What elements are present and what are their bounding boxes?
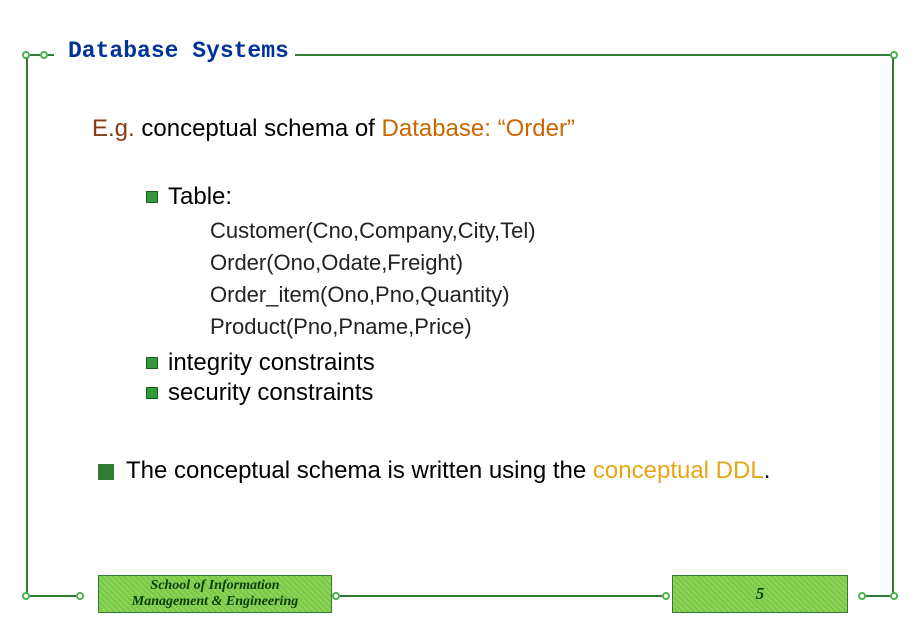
bullet-text: Table: (168, 183, 232, 211)
decor-circle-icon (76, 592, 84, 600)
table-row: Product(Pno,Pname,Price) (210, 311, 850, 343)
square-bullet-icon (146, 191, 158, 203)
decor-line (282, 54, 890, 56)
main-pre: The conceptual schema is written using t… (126, 457, 593, 484)
bullet-text: integrity constraints (168, 349, 375, 377)
left-border (26, 58, 28, 595)
footer-dept-line2: Management & Engineering (132, 594, 298, 610)
content-area: E.g. conceptual schema of Database: “Ord… (92, 115, 850, 485)
eg-db: Database: “Order” (382, 115, 575, 142)
decor-circle-icon (332, 592, 340, 600)
bullet-security: security constraints (146, 379, 850, 407)
decor-line (30, 54, 40, 56)
page-number: 5 (756, 584, 765, 604)
decor-circle-icon (662, 592, 670, 600)
decor-line (866, 595, 890, 597)
decor-circle-icon (40, 51, 48, 59)
decor-circle-icon (858, 592, 866, 600)
footer-dept-line1: School of Information (150, 578, 279, 594)
bullet-integrity: integrity constraints (146, 349, 850, 377)
right-border (892, 58, 894, 595)
table-row: Customer(Cno,Company,City,Tel) (210, 215, 850, 247)
bullet-text: security constraints (168, 379, 373, 407)
table-definitions: Customer(Cno,Company,City,Tel) Order(Ono… (210, 215, 850, 343)
decor-circle-icon (890, 592, 898, 600)
main-highlight: conceptual DDL (593, 457, 764, 484)
table-row: Order(Ono,Odate,Freight) (210, 247, 850, 279)
eg-middle: conceptual schema of (135, 115, 382, 142)
decor-circle-icon (22, 592, 30, 600)
square-bullet-icon (146, 357, 158, 369)
square-bullet-icon (146, 387, 158, 399)
main-statement: The conceptual schema is written using t… (98, 457, 850, 485)
decor-line (30, 595, 76, 597)
slide-title: Database Systems (62, 38, 295, 64)
sub-list: Table: Customer(Cno,Company,City,Tel) Or… (146, 183, 850, 407)
square-bullet-icon (98, 464, 114, 480)
footer-page-number: 5 (672, 575, 848, 613)
table-row: Order_item(Ono,Pno,Quantity) (210, 279, 850, 311)
slide: Database Systems E.g. conceptual schema … (0, 0, 920, 637)
example-heading: E.g. conceptual schema of Database: “Ord… (92, 115, 850, 143)
footer-department: School of Information Management & Engin… (98, 575, 332, 613)
main-post: . (764, 457, 771, 484)
decor-line (340, 595, 662, 597)
decor-line (48, 54, 54, 56)
eg-label: E.g. (92, 115, 135, 142)
main-text: The conceptual schema is written using t… (126, 457, 770, 485)
bullet-table: Table: (146, 183, 850, 211)
